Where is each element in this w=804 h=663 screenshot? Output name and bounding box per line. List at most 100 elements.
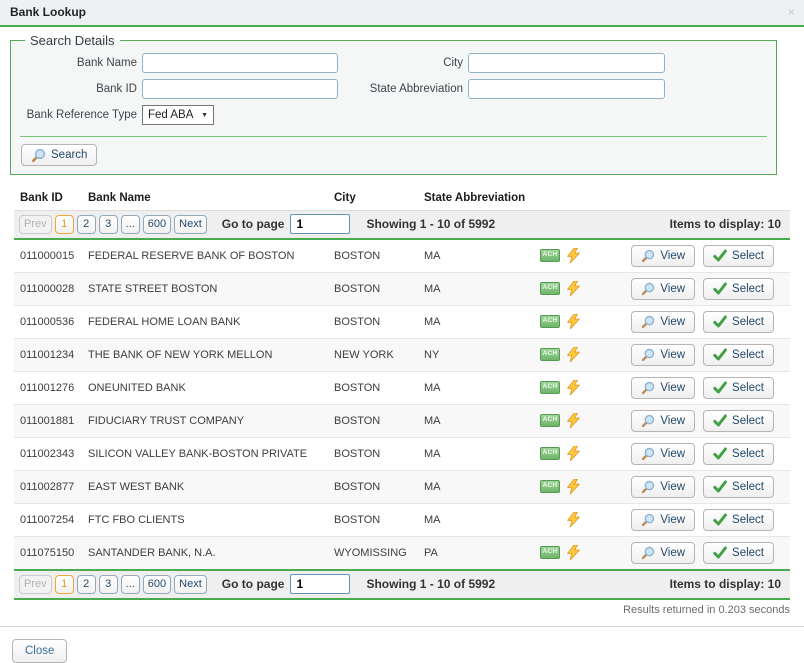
capability-icons: ACH	[540, 347, 596, 362]
row-actions: View Select	[631, 410, 774, 432]
select-button[interactable]: Select	[703, 542, 774, 564]
bank-name-input[interactable]	[142, 53, 338, 73]
ach-icon: ACH	[540, 546, 560, 559]
select-button[interactable]: Select	[703, 377, 774, 399]
view-button[interactable]: View	[631, 278, 695, 300]
view-button[interactable]: View	[631, 311, 695, 333]
select-button-label: Select	[732, 283, 764, 295]
view-magnifier-icon	[641, 348, 655, 362]
bank-reference-type-select[interactable]: Fed ABA ▼	[142, 105, 214, 125]
select-button-label: Select	[732, 547, 764, 559]
select-button[interactable]: Select	[703, 344, 774, 366]
page-600-button[interactable]: 600	[143, 215, 171, 234]
bank-id-cell: 011001234	[20, 349, 88, 361]
table-row: 011000028 STATE STREET BOSTON BOSTON MA …	[14, 273, 790, 306]
page-ellipsis-button[interactable]: ...	[121, 215, 140, 234]
view-button[interactable]: View	[631, 476, 695, 498]
select-check-icon	[713, 315, 727, 328]
select-button[interactable]: Select	[703, 245, 774, 267]
row-actions: View Select	[631, 245, 774, 267]
select-button[interactable]: Select	[703, 476, 774, 498]
view-button[interactable]: View	[631, 245, 695, 267]
table-row: 011002343 SILICON VALLEY BANK-BOSTON PRI…	[14, 438, 790, 471]
wire-transfer-lightning-icon	[567, 545, 580, 560]
select-button-label: Select	[732, 415, 764, 427]
select-button-label: Select	[732, 448, 764, 460]
city-cell: BOSTON	[334, 415, 424, 427]
ach-icon: ACH	[540, 315, 560, 328]
view-button[interactable]: View	[631, 377, 695, 399]
select-button[interactable]: Select	[703, 311, 774, 333]
search-button[interactable]: Search	[21, 144, 97, 166]
wire-transfer-lightning-icon	[567, 314, 580, 329]
view-button-label: View	[660, 481, 685, 493]
bank-id-cell: 011007254	[20, 514, 88, 526]
bank-name-cell: SANTANDER BANK, N.A.	[88, 547, 334, 559]
select-button-label: Select	[732, 481, 764, 493]
state-abbreviation-cell: MA	[424, 382, 540, 394]
select-button[interactable]: Select	[703, 509, 774, 531]
capability-icons: ACH	[540, 413, 596, 428]
row-actions: View Select	[631, 476, 774, 498]
select-check-icon	[713, 414, 727, 427]
bank-reference-type-value: Fed ABA	[148, 109, 193, 121]
page-title-text: Bank Lookup	[10, 5, 86, 19]
bank-id-cell: 011000536	[20, 316, 88, 328]
row-actions: View Select	[631, 377, 774, 399]
state-abbreviation-cell: MA	[424, 448, 540, 460]
wire-transfer-lightning-icon	[567, 281, 580, 296]
view-button-label: View	[660, 514, 685, 526]
prev-page-button[interactable]: Prev	[19, 575, 52, 594]
page-1-button[interactable]: 1	[55, 215, 74, 234]
view-button[interactable]: View	[631, 542, 695, 564]
capability-icons: ACH	[540, 281, 596, 296]
next-page-button[interactable]: Next	[174, 575, 207, 594]
view-magnifier-icon	[641, 546, 655, 560]
select-button[interactable]: Select	[703, 443, 774, 465]
go-to-page-input[interactable]	[290, 214, 350, 234]
next-page-button[interactable]: Next	[174, 215, 207, 234]
bank-id-input[interactable]	[142, 79, 338, 99]
state-abbreviation-input[interactable]	[468, 79, 665, 99]
page-2-button[interactable]: 2	[77, 215, 96, 234]
view-button[interactable]: View	[631, 344, 695, 366]
items-to-display-text: Items to display: 10	[670, 577, 781, 591]
table-row: 011007254 FTC FBO CLIENTS BOSTON MA ACH …	[14, 504, 790, 537]
page-1-button[interactable]: 1	[55, 575, 74, 594]
capability-icons: ACH	[540, 479, 596, 494]
go-to-page-input[interactable]	[290, 574, 350, 594]
bank-id-cell: 011000015	[20, 250, 88, 262]
city-input[interactable]	[468, 53, 665, 73]
wire-transfer-lightning-icon	[567, 380, 580, 395]
go-to-page-label: Go to page	[222, 577, 285, 591]
ach-icon: ACH	[540, 348, 560, 361]
select-button[interactable]: Select	[703, 410, 774, 432]
view-button[interactable]: View	[631, 443, 695, 465]
select-button-label: Select	[732, 514, 764, 526]
view-magnifier-icon	[641, 315, 655, 329]
capability-icons: ACH	[540, 446, 596, 461]
select-button[interactable]: Select	[703, 278, 774, 300]
city-cell: BOSTON	[334, 514, 424, 526]
view-button-label: View	[660, 316, 685, 328]
page-ellipsis-button[interactable]: ...	[121, 575, 140, 594]
page-600-button[interactable]: 600	[143, 575, 171, 594]
state-abbreviation-cell: NY	[424, 349, 540, 361]
bank-name-cell: STATE STREET BOSTON	[88, 283, 334, 295]
select-check-icon	[713, 480, 727, 493]
select-check-icon	[713, 447, 727, 460]
bank-id-cell: 011001276	[20, 382, 88, 394]
prev-page-button[interactable]: Prev	[19, 215, 52, 234]
page-2-button[interactable]: 2	[77, 575, 96, 594]
ach-icon: ACH	[540, 249, 560, 262]
city-cell: BOSTON	[334, 283, 424, 295]
city-cell: BOSTON	[334, 250, 424, 262]
showing-text: Showing 1 - 10 of 5992	[366, 217, 495, 231]
page-3-button[interactable]: 3	[99, 575, 118, 594]
page-3-button[interactable]: 3	[99, 215, 118, 234]
select-button-label: Select	[732, 316, 764, 328]
view-button[interactable]: View	[631, 410, 695, 432]
row-actions: View Select	[631, 278, 774, 300]
view-button[interactable]: View	[631, 509, 695, 531]
dialog-close-icon[interactable]: ✕	[787, 7, 795, 18]
